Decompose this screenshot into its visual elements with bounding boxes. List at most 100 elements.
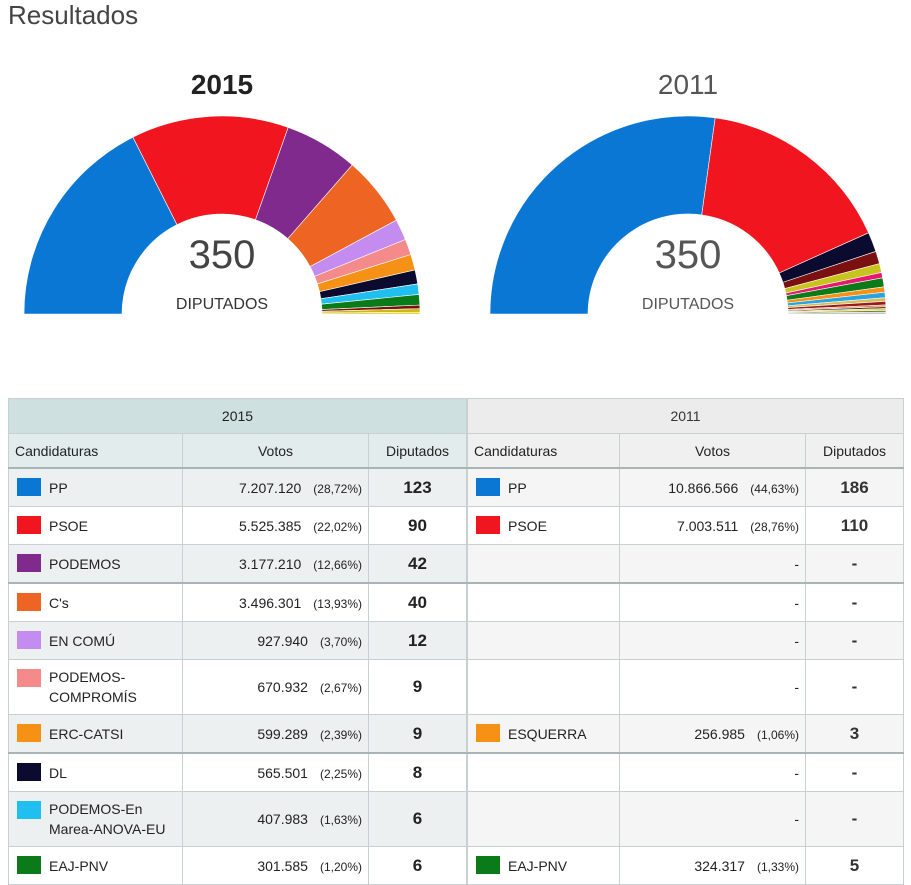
votes-cell: - — [619, 621, 806, 660]
seat-slice-pp[interactable] — [489, 115, 716, 315]
votes-value: - — [794, 555, 799, 572]
votes-value: 7.003.511 — [677, 517, 739, 534]
party-color-swatch — [17, 669, 41, 687]
party-cell — [467, 544, 620, 584]
votes-cell: - — [619, 752, 806, 792]
seats-value: 123 — [368, 467, 467, 507]
table-row: PSOE 7.003.511 (28,76%) 110 — [467, 506, 905, 545]
party-color-swatch — [17, 801, 41, 819]
votes-cell: 565.501 (2,25%) — [182, 752, 369, 792]
party-cell: EAJ-PNV — [8, 846, 183, 885]
results-table-2015: 2015 Candidaturas Votos Diputados PP 7.20… — [8, 398, 467, 885]
votes-value: 927.940 — [257, 632, 308, 649]
seat-slice-pp[interactable] — [23, 136, 178, 315]
year-header-2015: 2015 — [8, 398, 467, 434]
votes-value: 301.585 — [257, 857, 308, 874]
votes-percent: (13,93%) — [313, 596, 362, 611]
party-color-swatch — [17, 478, 41, 496]
party-cell — [467, 752, 620, 792]
col-diputados: Diputados — [804, 433, 905, 469]
seats-value: - — [804, 791, 905, 847]
col-candidaturas: Candidaturas — [8, 433, 183, 469]
votes-percent: (44,63%) — [750, 481, 799, 496]
table-row: -- — [467, 544, 905, 584]
party-name: PP — [508, 479, 527, 496]
votes-cell: - — [619, 659, 806, 715]
votes-value: - — [794, 679, 799, 695]
chart-title: 2015 — [191, 69, 253, 100]
party-cell — [467, 621, 620, 660]
votes-cell: 5.525.385 (22,02%) — [182, 506, 369, 545]
party-color-swatch — [17, 724, 41, 742]
votes-value: 324.317 — [694, 857, 745, 874]
seats-value: - — [804, 544, 905, 584]
party-cell: ESQUERRA — [467, 714, 620, 754]
table-row: -- — [467, 791, 905, 847]
party-color-swatch — [17, 593, 41, 611]
party-cell: EN COMÚ — [8, 621, 183, 660]
votes-cell: 301.585 (1,20%) — [182, 846, 369, 885]
party-cell: EAJ-PNV — [467, 846, 620, 885]
party-color-swatch — [476, 724, 500, 742]
votes-cell: - — [619, 544, 806, 584]
hemicycle-charts: 2015 350 DIPUTADOS 2011 350 DIPUTADOS — [23, 69, 887, 315]
votes-value: - — [794, 811, 799, 827]
party-color-swatch — [17, 631, 41, 649]
votes-cell: - — [619, 791, 806, 847]
votes-value: - — [794, 764, 799, 781]
votes-cell: 407.983 (1,63%) — [182, 791, 369, 847]
votes-value: 3.177.210 — [239, 555, 302, 572]
col-votos: Votos — [619, 433, 806, 469]
party-color-swatch — [476, 516, 500, 534]
table-row: PODEMOS-COMPROMÍS 670.932 (2,67%) 9 — [8, 659, 467, 715]
table-row: PODEMOS-En Marea-ANOVA-EU 407.983 (1,63%) 6 — [8, 791, 467, 847]
party-name: PSOE — [49, 517, 88, 534]
center-label: DIPUTADOS — [642, 296, 734, 313]
votes-percent: (22,02%) — [313, 519, 362, 534]
party-name: PSOE — [508, 517, 547, 534]
seats-value: 8 — [368, 752, 467, 792]
party-name: ERC-CATSI — [49, 725, 124, 742]
seat-slice-other-12[interactable] — [321, 311, 421, 315]
table-row: PODEMOS 3.177.210 (12,66%) 42 — [8, 544, 467, 584]
seats-value: 90 — [368, 506, 467, 545]
party-name: C's — [49, 594, 69, 611]
chart-title: 2011 — [658, 69, 718, 100]
table-row: EAJ-PNV 301.585 (1,20%) 6 — [8, 846, 467, 885]
party-color-swatch — [476, 478, 500, 496]
party-cell: PP — [8, 467, 183, 507]
col-diputados: Diputados — [368, 433, 467, 469]
center-value: 350 — [655, 233, 722, 277]
votes-cell: 256.985 (1,06%) — [619, 714, 806, 754]
votes-cell: 7.003.511 (28,76%) — [619, 506, 806, 545]
col-votos: Votos — [182, 433, 369, 469]
seats-value: - — [804, 582, 905, 622]
table-row: ESQUERRA 256.985 (1,06%) 3 — [467, 714, 905, 754]
seats-value: 6 — [368, 791, 467, 847]
seats-value: 42 — [368, 544, 467, 584]
page-title: Resultados — [8, 0, 139, 30]
votes-cell: - — [619, 582, 806, 622]
votes-cell: 3.177.210 (12,66%) — [182, 544, 369, 584]
votes-value: 670.932 — [257, 679, 308, 695]
party-name: PODEMOS — [49, 555, 121, 572]
party-cell — [467, 659, 620, 715]
votes-percent: (28,76%) — [750, 519, 799, 534]
votes-cell: 927.940 (3,70%) — [182, 621, 369, 660]
seats-value: 110 — [804, 506, 905, 545]
votes-value: 7.207.120 — [239, 479, 302, 496]
votes-cell: 10.866.566 (44,63%) — [619, 467, 806, 507]
party-cell: PODEMOS-COMPROMÍS — [8, 659, 183, 715]
seats-value: 9 — [368, 659, 467, 715]
seat-slice-other-15[interactable] — [787, 311, 887, 315]
votes-value: - — [794, 594, 799, 611]
results-table: 2015 Candidaturas Votos Diputados PP 7.20… — [8, 398, 905, 885]
seats-value: - — [804, 752, 905, 792]
party-color-swatch — [17, 554, 41, 572]
party-cell: PODEMOS — [8, 544, 183, 584]
seat-slice-psoe[interactable] — [701, 117, 869, 274]
party-cell: PODEMOS-En Marea-ANOVA-EU — [8, 791, 183, 847]
seats-value: - — [804, 621, 905, 660]
seats-value: 186 — [804, 467, 905, 507]
seats-value: 12 — [368, 621, 467, 660]
